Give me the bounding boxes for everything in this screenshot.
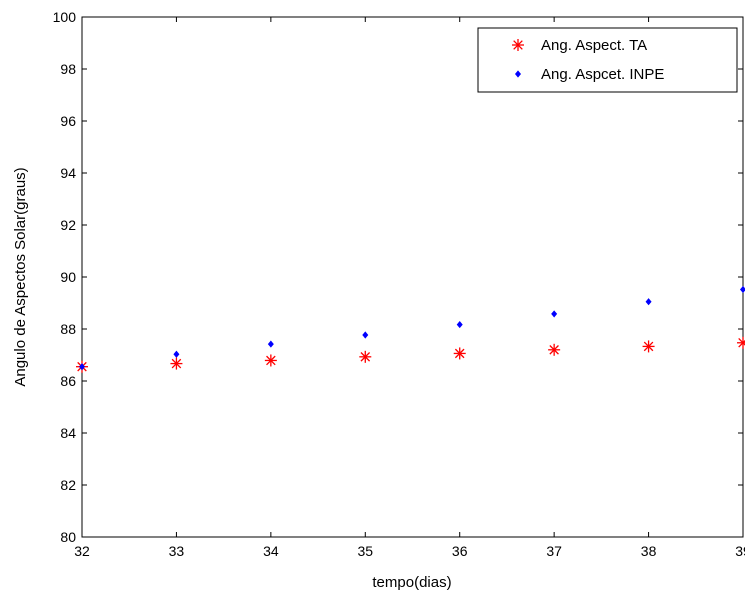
x-tick-label: 38 [641, 543, 657, 559]
x-tick-label: 36 [452, 543, 468, 559]
x-tick-label: 33 [169, 543, 185, 559]
y-tick-label: 90 [60, 269, 76, 285]
data-point-ta [737, 336, 745, 349]
y-tick-label: 86 [60, 373, 76, 389]
y-tick-label: 96 [60, 113, 76, 129]
legend-label-ta: Ang. Aspect. TA [541, 37, 647, 54]
x-tick-label: 32 [74, 543, 90, 559]
data-point-inpe [173, 350, 180, 358]
legend-label-inpe: Ang. Aspcet. INPE [541, 66, 664, 83]
data-point-inpe [267, 340, 274, 348]
y-tick-label: 92 [60, 217, 76, 233]
legend-marker-ta [512, 39, 524, 51]
legend-box [477, 27, 738, 93]
y-tick-label: 100 [53, 9, 77, 25]
y-tick-label: 88 [60, 321, 76, 337]
y-tick-label: 84 [60, 425, 76, 441]
axis-ticks: 32 33 34 35 36 37 38 39 80 82 84 86 88 90 92 94 96 98 100 [53, 9, 745, 559]
data-point-ta [548, 343, 561, 356]
data-point-inpe [645, 298, 652, 306]
data-point-ta [453, 347, 466, 360]
data-point-ta [170, 357, 183, 370]
data-point-inpe [456, 320, 463, 329]
data-point-ta [642, 340, 655, 353]
y-tick-label: 82 [60, 477, 76, 493]
legend-asterisk-icon [512, 39, 524, 51]
y-tick-label: 98 [60, 61, 76, 77]
legend-marker-inpe [515, 70, 521, 78]
data-points [76, 285, 745, 373]
legend-dot-icon [515, 70, 521, 78]
data-point-inpe [362, 331, 369, 339]
data-point-inpe [740, 285, 745, 294]
x-tick-label: 37 [546, 543, 562, 559]
data-point-inpe [79, 363, 85, 371]
x-tick-label: 34 [263, 543, 279, 559]
data-point-ta [359, 350, 372, 363]
data-point-inpe [551, 310, 558, 318]
y-axis-label: Angulo de Aspectos Solar(graus) [12, 167, 29, 386]
data-point-ta [264, 354, 277, 367]
x-axis-label: tempo(dias) [372, 574, 451, 591]
legend: Ang. Aspect. TA Ang. Aspcet. INPE [477, 27, 738, 93]
y-tick-label: 94 [60, 165, 76, 181]
plot-area [81, 16, 744, 538]
x-tick-label: 39 [735, 543, 745, 559]
x-tick-label: 35 [357, 543, 373, 559]
y-tick-label: 80 [60, 529, 76, 545]
